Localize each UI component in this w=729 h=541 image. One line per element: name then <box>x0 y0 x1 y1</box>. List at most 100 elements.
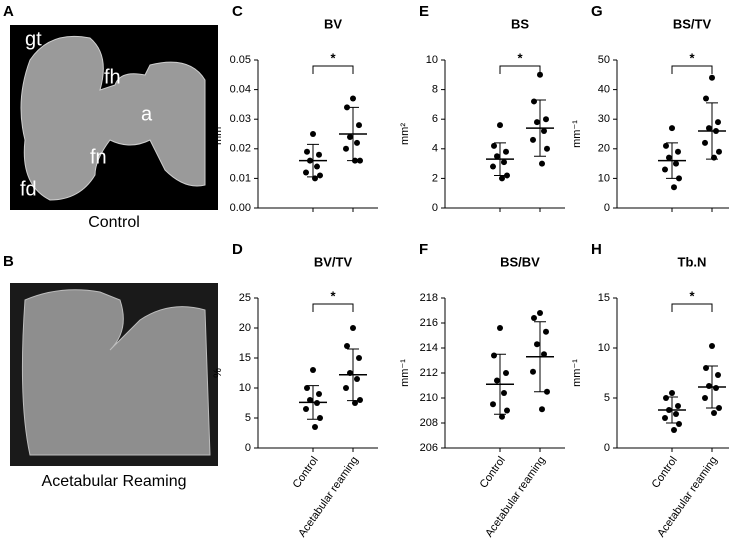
significance-bracket <box>671 65 713 74</box>
data-point <box>537 310 543 316</box>
data-point <box>357 397 363 403</box>
bone-shape <box>21 289 211 456</box>
data-point <box>702 139 708 146</box>
data-point <box>304 385 310 391</box>
data-point <box>304 148 310 155</box>
error-bar <box>347 348 359 402</box>
y-axis-label: mm⁻¹ <box>399 359 411 387</box>
data-point <box>543 328 549 335</box>
chart: G BS/TV mm⁻¹ 0 10 20 30 40 50 * <box>571 3 729 214</box>
chart: FBS/BVmm⁻¹206208210212214216218ControlAc… <box>399 241 565 540</box>
error-bar <box>666 396 678 424</box>
image-b: B Acetabular Reaming <box>3 253 218 490</box>
data-point <box>669 390 675 396</box>
data-point <box>503 370 509 376</box>
y-tick-label: 0 <box>604 442 610 454</box>
panel-letter: B <box>3 253 14 270</box>
data-point <box>501 390 507 396</box>
data-point <box>666 154 672 161</box>
y-tick-label: 216 <box>420 317 438 329</box>
data-point <box>715 372 721 378</box>
panel-letter: D <box>232 241 243 258</box>
y-tick-label: 5 <box>245 412 251 424</box>
data-point <box>312 424 318 430</box>
y-tick-label: 10 <box>598 342 610 354</box>
data-point <box>716 405 722 411</box>
data-point <box>539 406 545 413</box>
data-point <box>490 401 496 408</box>
data-point <box>310 367 316 373</box>
data-point <box>673 160 679 167</box>
data-point <box>357 157 363 164</box>
data-point <box>531 98 537 105</box>
chart-title: BV <box>324 16 342 31</box>
data-point <box>317 172 323 179</box>
data-point <box>541 351 547 358</box>
data-point <box>347 133 353 140</box>
y-axis-label: mm² <box>399 123 411 145</box>
data-point <box>676 175 682 182</box>
significance-bracket <box>671 303 713 312</box>
data-point <box>350 95 356 102</box>
significance-label: * <box>689 288 695 303</box>
significance-bracket <box>312 65 354 74</box>
image-label: a <box>141 103 153 125</box>
image-label: fn <box>90 146 107 168</box>
y-axis-label: mm⁻¹ <box>571 120 583 148</box>
panel-letter: F <box>419 241 428 258</box>
data-point <box>541 128 547 135</box>
data-point <box>537 71 543 78</box>
data-point <box>307 397 313 403</box>
data-point <box>501 159 507 166</box>
x-tick-label: Control <box>650 455 680 491</box>
bone-shape <box>20 35 206 201</box>
data-point <box>316 391 322 397</box>
image-a: A gt fh a fn fd Control <box>3 3 218 231</box>
data-point <box>662 166 668 173</box>
data-point <box>544 145 550 152</box>
data-point <box>491 352 497 359</box>
panel-letter: E <box>419 3 429 20</box>
x-tick-label: Control <box>291 455 321 491</box>
y-tick-label: 2 <box>432 172 438 184</box>
chart-title: BS <box>511 16 529 31</box>
data-point <box>494 377 500 384</box>
data-point <box>491 142 497 149</box>
y-tick-label: 0 <box>604 202 610 214</box>
y-tick-label: 0 <box>432 202 438 214</box>
y-tick-label: 218 <box>420 292 438 304</box>
error-bar <box>307 143 319 178</box>
panel-letter: H <box>591 241 602 258</box>
data-point <box>310 131 316 137</box>
y-tick-label: 50 <box>598 54 610 66</box>
data-point <box>497 122 503 129</box>
data-point <box>673 411 679 417</box>
error-bar <box>666 142 678 179</box>
y-tick-label: 10 <box>598 172 610 184</box>
error-bar <box>494 142 506 176</box>
data-point <box>350 325 356 331</box>
y-tick-label: 0.04 <box>230 84 251 96</box>
chart-title: Tb.N <box>678 254 707 269</box>
y-tick-label: 6 <box>432 113 438 125</box>
data-point <box>534 119 540 126</box>
y-tick-label: 0.02 <box>230 143 251 155</box>
data-point <box>317 415 323 421</box>
data-point <box>663 142 669 149</box>
data-point <box>662 415 668 421</box>
image-label: fh <box>104 66 121 88</box>
y-tick-label: 4 <box>432 143 438 155</box>
image-caption: Acetabular Reaming <box>42 473 187 490</box>
data-point <box>544 388 550 395</box>
data-point <box>352 400 358 406</box>
significance-label: * <box>330 288 336 303</box>
data-point <box>706 125 712 132</box>
y-tick-label: 206 <box>420 442 438 454</box>
y-tick-label: 20 <box>598 143 610 155</box>
error-bar <box>534 321 546 393</box>
y-tick-label: 0 <box>245 442 251 454</box>
y-axis-label: % <box>212 368 224 378</box>
y-tick-label: 20 <box>239 322 251 334</box>
